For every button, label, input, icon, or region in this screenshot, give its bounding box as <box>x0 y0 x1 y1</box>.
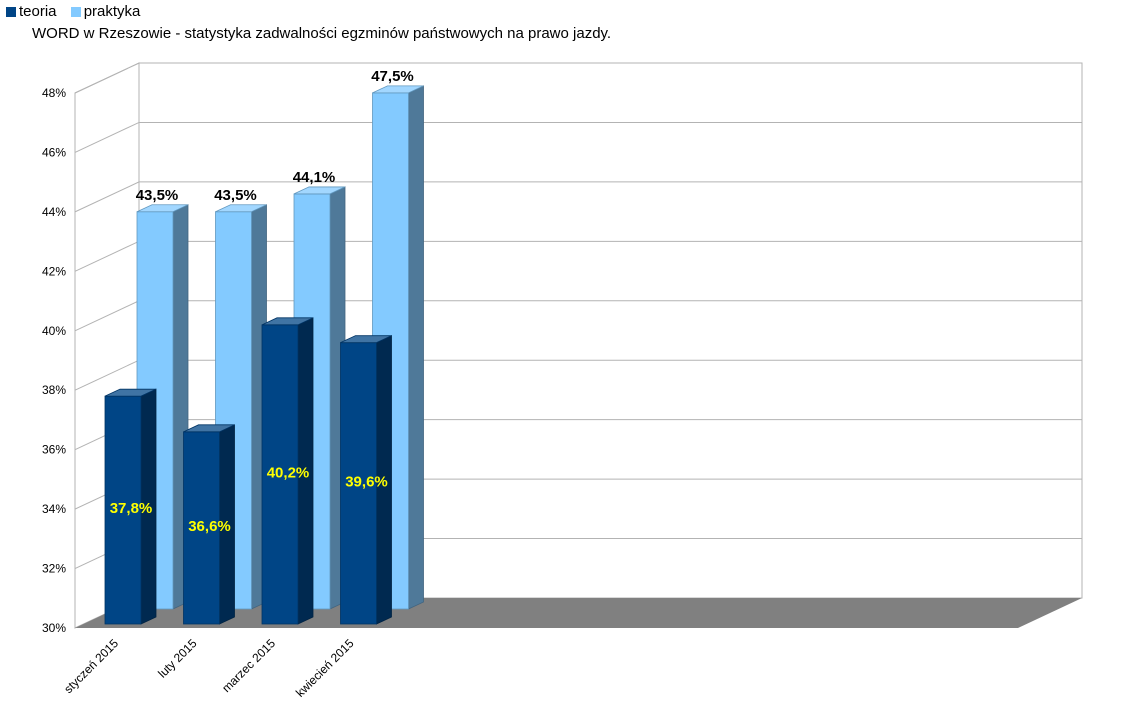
data-label-teoria: 36,6% <box>188 518 231 535</box>
bar-top <box>183 424 235 433</box>
data-label-praktyka: 43,5% <box>214 187 257 204</box>
gridline <box>74 181 1082 213</box>
bar-top <box>136 204 189 213</box>
bar-top <box>261 317 314 326</box>
bar-teoria-1 <box>183 424 235 625</box>
y-tick-label: 40% <box>42 324 66 338</box>
y-tick-label: 46% <box>42 145 66 159</box>
bar-teoria-3 <box>340 335 392 625</box>
gridline <box>74 121 1082 153</box>
legend-swatch-praktyka <box>70 6 81 17</box>
y-tick-label: 48% <box>42 86 66 100</box>
legend-item-praktyka: praktyka <box>70 3 141 20</box>
bar-front <box>261 324 299 625</box>
x-tick-label: styczeń 2015 <box>61 636 121 696</box>
data-label-teoria: 40,2% <box>267 464 310 481</box>
bar-side <box>408 85 424 610</box>
y-tick-label: 30% <box>42 621 66 635</box>
bar-front <box>104 395 142 625</box>
y-tick-label: 34% <box>42 502 66 516</box>
bar-top <box>215 204 267 213</box>
data-label-praktyka: 43,5% <box>136 187 179 204</box>
y-tick-label: 38% <box>42 383 66 397</box>
data-label-praktyka: 47,5% <box>371 68 414 85</box>
bar-top <box>104 388 157 397</box>
bar-front <box>340 342 377 625</box>
bar-top <box>293 186 346 195</box>
data-label-praktyka: 44,1% <box>293 169 336 186</box>
legend-swatch-teoria <box>6 6 16 17</box>
data-label-teoria: 37,8% <box>110 500 153 517</box>
legend-label-praktyka: praktyka <box>83 3 141 20</box>
y-tick-label: 32% <box>42 562 66 576</box>
y-tick-label: 36% <box>42 443 66 457</box>
bar-teoria-2 <box>261 317 314 625</box>
bar-front <box>183 431 220 625</box>
y-tick-label: 42% <box>42 264 66 278</box>
gridline <box>74 62 1082 94</box>
bar-top <box>372 85 424 94</box>
legend-label-teoria: teoria <box>19 3 57 20</box>
x-tick-label: luty 2015 <box>155 636 200 681</box>
legend-item-teoria: teoria <box>6 3 57 20</box>
chart-title: WORD w Rzeszowie - statystyka zadwalnośc… <box>32 25 612 42</box>
y-tick-label: 44% <box>42 205 66 219</box>
x-tick-label: kwiecień 2015 <box>293 636 357 700</box>
data-label-teoria: 39,6% <box>345 473 388 490</box>
bar-teoria-0 <box>104 388 157 625</box>
x-tick-label: marzec 2015 <box>219 636 278 695</box>
chart-legend: teoria praktyka <box>6 3 150 21</box>
bar-top <box>340 335 392 344</box>
